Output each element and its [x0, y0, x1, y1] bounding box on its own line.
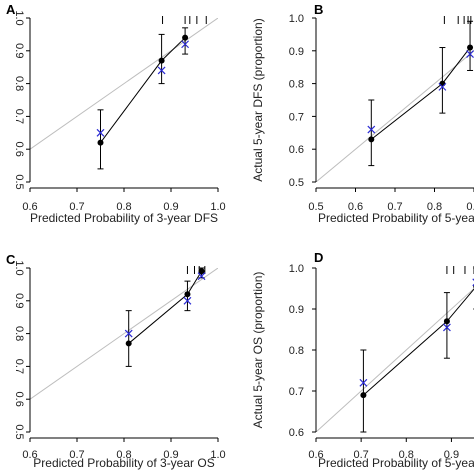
bias-corrected-marker: [442, 323, 451, 332]
y-tick-label: 0.6: [289, 144, 304, 156]
marker-stroke: [197, 272, 206, 281]
bias-corrected-marker: [197, 272, 206, 281]
ideal-reference-line: [316, 287, 474, 432]
observed-point: [439, 80, 446, 87]
panel-letter: C: [6, 252, 16, 267]
x-tick-label: 1.0: [210, 201, 225, 213]
ideal-reference-line: [30, 18, 218, 150]
marker-stroke: [466, 50, 474, 59]
y-tick-label: 0.9: [289, 304, 304, 316]
panel-b: B 0.5 0.6 0.7 0.8 0.9 0.5 0.6 0.7 0.8 0.9 1.0 Predic…: [251, 2, 474, 225]
bias-corrected-marker: [367, 125, 376, 134]
y-tick-label: 0.6: [13, 142, 25, 157]
observed-point: [184, 291, 191, 298]
y-tick-label: 0.8: [13, 76, 25, 91]
marker-stroke: [96, 128, 105, 137]
marker-stroke: [124, 329, 133, 338]
y-tick-label: 0.6: [13, 392, 25, 407]
x-tick-label: 0.6: [308, 449, 323, 461]
y-tick-label: 0.7: [289, 111, 304, 123]
observed-point: [125, 340, 132, 347]
observed-calibration-line: [128, 271, 202, 344]
observed-point: [360, 392, 367, 399]
marker-stroke: [442, 323, 451, 332]
x-tick-label: 0.7: [69, 201, 84, 213]
y-tick-label: 0.5: [13, 174, 25, 189]
x-tick-label: 0.9: [444, 449, 459, 461]
x-axis-label: Predicted Probability of 3-year OS: [33, 456, 214, 470]
bias-corrected-marker: [96, 128, 105, 137]
observed-point: [182, 34, 189, 41]
observed-point: [443, 318, 450, 325]
x-tick-label: 0.6: [348, 201, 363, 213]
x-axis-label: Predicted Probability of 5-year DFS: [318, 211, 474, 225]
marker-stroke: [359, 378, 368, 387]
marker-stroke: [438, 82, 447, 91]
bias-corrected-marker: [181, 40, 190, 49]
observed-point: [467, 44, 474, 51]
bias-corrected-marker: [183, 296, 192, 305]
x-tick-label: 0.8: [399, 449, 414, 461]
y-tick-label: 0.7: [13, 109, 25, 124]
x-tick-label: 0.6: [22, 449, 37, 461]
y-tick-label: 0.8: [289, 345, 304, 357]
x-axis-label: Predicted Probability of 5-year OS: [318, 456, 474, 470]
x-tick-label: 0.7: [387, 201, 402, 213]
observed-point: [158, 57, 165, 64]
bias-corrected-marker: [359, 378, 368, 387]
x-tick-label: 0.9: [466, 201, 474, 213]
y-tick-label: 0.8: [13, 326, 25, 341]
observed-point: [198, 268, 205, 275]
bias-corrected-marker: [466, 50, 474, 59]
panel-letter: D: [314, 250, 323, 265]
marker-stroke: [367, 125, 376, 134]
bias-corrected-marker: [438, 82, 447, 91]
x-tick-label: 1.0: [210, 449, 225, 461]
observed-point: [97, 139, 104, 146]
y-tick-label: 0.9: [289, 46, 304, 58]
x-tick-label: 0.7: [353, 449, 368, 461]
y-axis-label: Actual 5-year OS (proportion): [251, 272, 265, 429]
y-tick-label: 1.0: [289, 13, 304, 25]
y-tick-label: 1.0: [13, 260, 25, 275]
y-tick-label: 0.8: [289, 79, 304, 91]
x-tick-label: 0.5: [308, 201, 323, 213]
x-tick-label: 0.9: [163, 201, 178, 213]
panel-a: A0.6 0.7 0.8 0.9 1.00.50.60.70.80.91.0Predic…: [6, 2, 226, 225]
y-tick-label: 0.6: [289, 427, 304, 439]
bias-corrected-marker: [157, 66, 166, 75]
panel-letter: B: [314, 2, 323, 17]
marker-stroke: [183, 296, 192, 305]
x-axis-label: Predicted Probability of 3-year DFS: [30, 211, 218, 225]
y-tick-label: 0.7: [289, 386, 304, 398]
y-tick-label: 1.0: [13, 10, 25, 25]
y-tick-label: 1.0: [289, 263, 304, 275]
y-tick-label: 0.5: [289, 177, 304, 189]
y-tick-label: 0.9: [13, 43, 25, 58]
panel-letter: A: [6, 2, 16, 17]
x-tick-label: 0.8: [427, 201, 442, 213]
observed-calibration-line: [100, 37, 186, 143]
observed-calibration-line: [363, 288, 474, 396]
x-tick-label: 0.7: [69, 449, 84, 461]
x-tick-label: 0.8: [116, 201, 131, 213]
observed-calibration-line: [370, 47, 471, 140]
x-tick-label: 0.6: [22, 201, 37, 213]
ideal-reference-line: [30, 268, 218, 400]
ideal-reference-line: [316, 50, 474, 182]
y-tick-label: 0.7: [13, 359, 25, 374]
marker-stroke: [157, 66, 166, 75]
y-tick-label: 0.9: [13, 293, 25, 308]
bias-corrected-marker: [124, 329, 133, 338]
y-tick-label: 0.5: [13, 424, 25, 439]
x-tick-label: 0.9: [163, 449, 178, 461]
panel-d: D 0.6 0.7 0.8 0.9 0.6 0.7 0.8 0.9 1.0 Predicted Pr…: [251, 250, 474, 470]
y-axis-label: Actual 5-year DFS (proportion): [251, 18, 265, 181]
x-tick-label: 0.8: [116, 449, 131, 461]
marker-stroke: [181, 40, 190, 49]
panel-c: C0.6 0.7 0.8 0.9 1.00.50.60.70.80.91.0Predic…: [6, 252, 226, 470]
observed-point: [368, 136, 375, 143]
